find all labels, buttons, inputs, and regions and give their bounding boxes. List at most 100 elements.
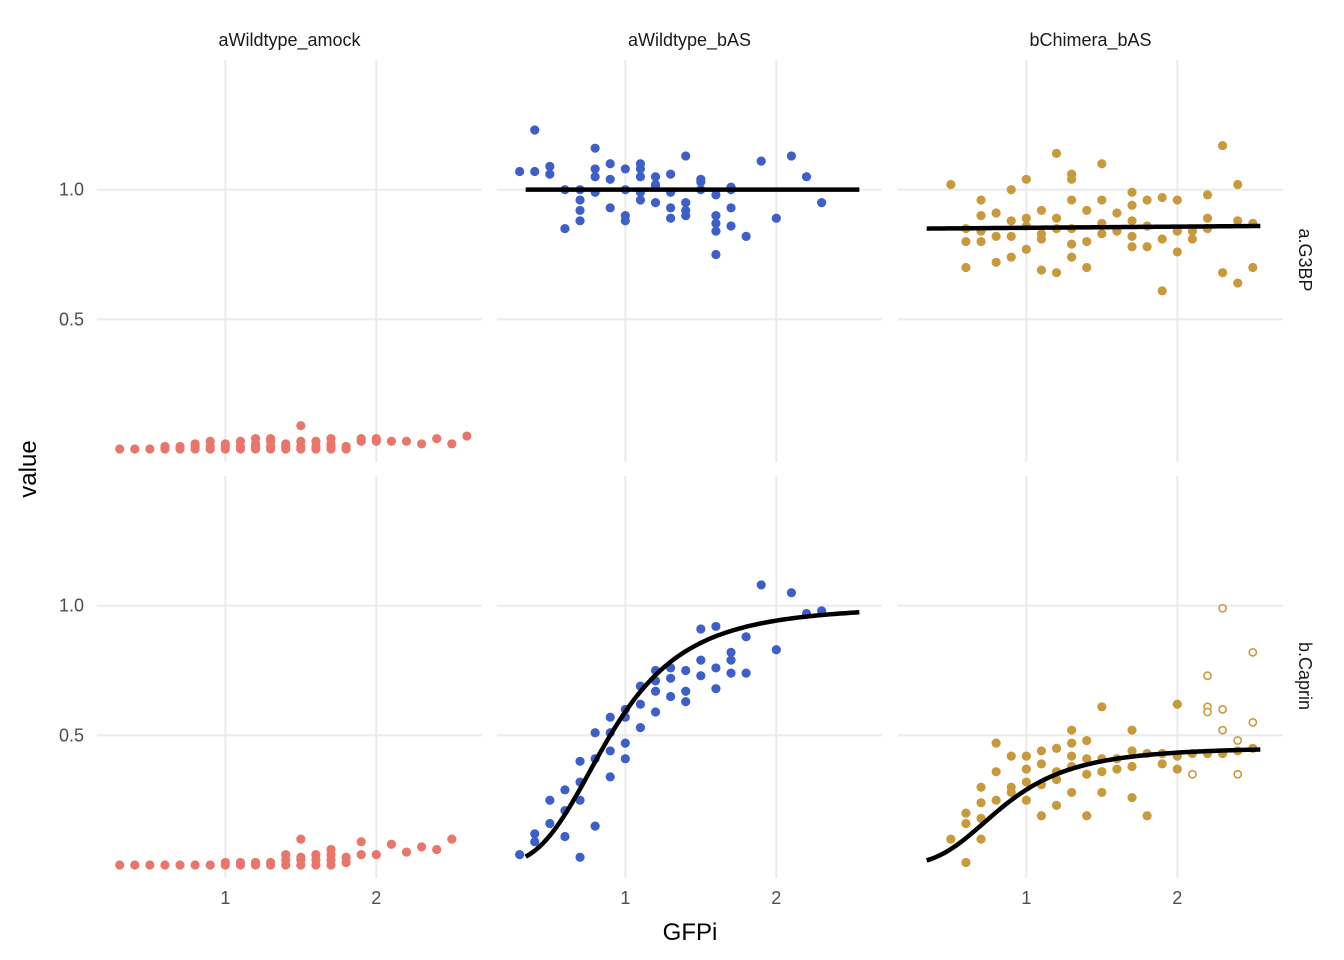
data-point [681,211,691,221]
data-point [961,236,971,247]
data-point [1006,216,1016,226]
panel-bChimera_bAS-a.G3BP [926,140,1261,296]
data-point [190,439,200,449]
data-point [545,818,555,829]
data-point [1051,268,1062,278]
data-point [976,236,986,247]
data-point [1157,286,1167,296]
data-point [635,699,646,709]
data-point [1233,216,1243,226]
data-point [545,161,555,171]
data-point [991,231,1001,241]
data-point [266,857,276,868]
row-facet-label: a.G3BP [1295,228,1315,291]
data-point [1021,244,1031,254]
data-point [590,164,600,174]
data-point [741,231,751,241]
data-point [1021,751,1031,761]
data-point [530,837,540,847]
data-point [530,166,540,177]
y-tick-label: 1.0 [59,596,84,616]
data-point [726,221,736,231]
data-point [1142,811,1152,821]
y-tick-label: 0.5 [59,725,84,745]
data-point [620,738,630,748]
y-axis-title: value [15,440,42,497]
data-point [696,177,706,187]
data-point [1067,787,1077,798]
data-point [817,198,827,208]
data-point [681,151,691,161]
data-point [666,203,676,213]
data-point [1142,242,1152,252]
data-point [447,439,457,449]
data-point [1187,226,1198,236]
data-point [711,663,721,673]
data-point [1067,738,1077,748]
data-point [976,782,986,792]
data-point [711,249,721,260]
data-point [575,756,585,766]
data-point [145,860,155,870]
data-point [991,767,1001,777]
data-point [590,821,600,831]
data-point [1036,234,1047,244]
data-point [417,842,427,852]
data-point [145,444,155,454]
data-point [1218,140,1228,151]
data-point [1051,213,1062,223]
data-point [356,434,366,444]
column-facet-label: aWildtype_amock [218,30,361,51]
data-point [635,195,646,205]
data-point [1067,252,1077,262]
data-point [341,852,351,862]
data-point [666,673,676,683]
data-point [190,860,200,870]
data-point [371,850,381,860]
data-point [1082,236,1092,247]
data-point [620,216,630,226]
x-axis-title: GFPi [663,919,718,946]
data-point [515,166,525,177]
data-point [650,686,661,696]
data-point [1157,192,1167,203]
data-point [575,795,585,805]
data-point [1051,743,1062,753]
data-point [771,213,781,223]
data-point [296,436,306,446]
panel-grid [497,60,882,462]
data-point [650,707,661,717]
data-point [605,203,615,213]
data-point [605,712,615,722]
data-point [1172,699,1182,709]
data-point [1157,234,1167,244]
data-point [250,857,261,868]
data-point [605,159,615,169]
data-point [1082,754,1092,764]
data-point [545,169,555,179]
data-point [590,728,600,738]
data-point [560,785,570,795]
panel-aWildtype_amock-a.G3BP [115,421,472,454]
data-point [220,439,230,449]
data-point [447,834,457,844]
data-point [711,218,721,228]
labels-layer: aWildtype_amock aWildtype_bAS bChimera_bAS… [59,30,1315,908]
data-point [1006,185,1016,195]
data-point [515,850,525,860]
data-point [786,151,797,161]
data-point [1172,764,1182,774]
data-point [1218,268,1228,278]
data-point [1036,811,1047,821]
data-point [1233,278,1243,288]
data-point [575,195,585,205]
data-point [130,860,140,870]
data-point [296,421,306,431]
data-point [530,125,540,135]
data-point [1233,179,1243,190]
data-point [726,655,736,665]
data-point [976,211,986,221]
data-point-open [1233,736,1243,745]
data-point [1021,777,1031,787]
panel-bChimera_bAS-b.Caprin [925,603,1261,868]
